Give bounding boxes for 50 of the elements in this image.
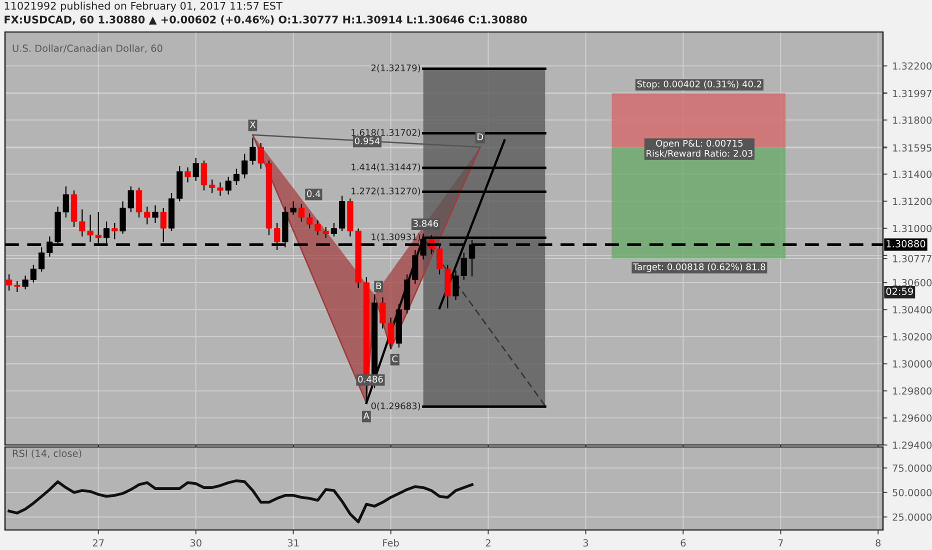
y-tick-label: 1.29400: [893, 441, 932, 449]
annotation: U.S. Dollar/Canadian Dollar, 60: [12, 44, 162, 53]
y-tick-label: 50.0000: [892, 488, 932, 496]
annotation: Target: 0.00818 (0.62%) 81.8: [633, 263, 766, 272]
ref-line-label: 1.618(1.31702): [352, 128, 420, 137]
annotation: C: [392, 355, 398, 362]
ref-line-label: 0(1.29683): [371, 402, 420, 410]
annotation: 0.486: [358, 376, 383, 383]
chart-subtitle: FX:USDCAD, 60 1.30880 ▲ +0.00602 (+0.46%) O:1.30777 H:1.30914 L:1.30646 C:1.30880: [4, 15, 527, 25]
y-tick-label: 25.0000: [892, 513, 932, 521]
ref-line-label: 1.414(1.31447): [352, 163, 420, 172]
x-tick-label: 2: [486, 539, 490, 546]
x-tick-label: 31: [288, 539, 299, 547]
y-tick-label: 1.31000: [893, 224, 932, 232]
chart-title: 11021992 published on February 01, 2017 11:57 EST: [4, 2, 282, 12]
text: 02:59: [886, 288, 913, 296]
x-tick-label: 8: [876, 539, 881, 547]
annotation: 3.846: [413, 220, 438, 227]
y-tick-label: 1.30600: [893, 278, 932, 286]
annotation: A: [363, 412, 370, 420]
annotation: Stop: 0.00402 (0.31%) 40.2: [637, 80, 762, 90]
annotation: X: [250, 121, 256, 128]
y-tick-label: 1.30000: [893, 360, 932, 368]
y-tick-label: 1.31400: [893, 170, 932, 178]
y-tick-label: 1.29600: [893, 414, 932, 422]
y-tick-label: 1.29800: [893, 387, 932, 395]
y-tick-label: 1.31800: [893, 116, 932, 124]
ref-line-label: 1.30880: [886, 240, 926, 248]
annotation: 0.954: [354, 137, 380, 144]
y-tick-label: 1.31595: [893, 144, 932, 152]
ref-line-label: 1.272(1.31270): [352, 187, 420, 196]
x-tick-label: 6: [680, 539, 686, 547]
annotation: Open P&L: 0.00715 Risk/Reward Ratio: 2.03: [646, 140, 752, 158]
y-tick-label: 1.32200: [893, 62, 932, 70]
x-tick-label: 30: [190, 539, 202, 547]
y-tick-label: 1.30777: [893, 255, 932, 262]
y-tick-label: 1.31200: [893, 198, 932, 206]
x-tick-label: 7: [778, 539, 783, 546]
x-tick-label: 27: [92, 539, 104, 546]
annotation: 0.4: [307, 190, 320, 198]
x-tick-label: 3: [583, 539, 588, 547]
annotation: RSI (14, close): [12, 449, 82, 458]
y-tick-label: 1.30200: [893, 333, 932, 341]
y-tick-label: 75.0000: [892, 464, 932, 472]
y-tick-label: 1.31997: [893, 90, 932, 98]
x-tick-label: Feb: [383, 539, 399, 547]
ref-line-label: 2(1.32179): [371, 64, 420, 72]
annotation: D: [478, 134, 484, 140]
annotation: B: [376, 282, 382, 290]
y-tick-label: 1.30400: [893, 306, 932, 314]
